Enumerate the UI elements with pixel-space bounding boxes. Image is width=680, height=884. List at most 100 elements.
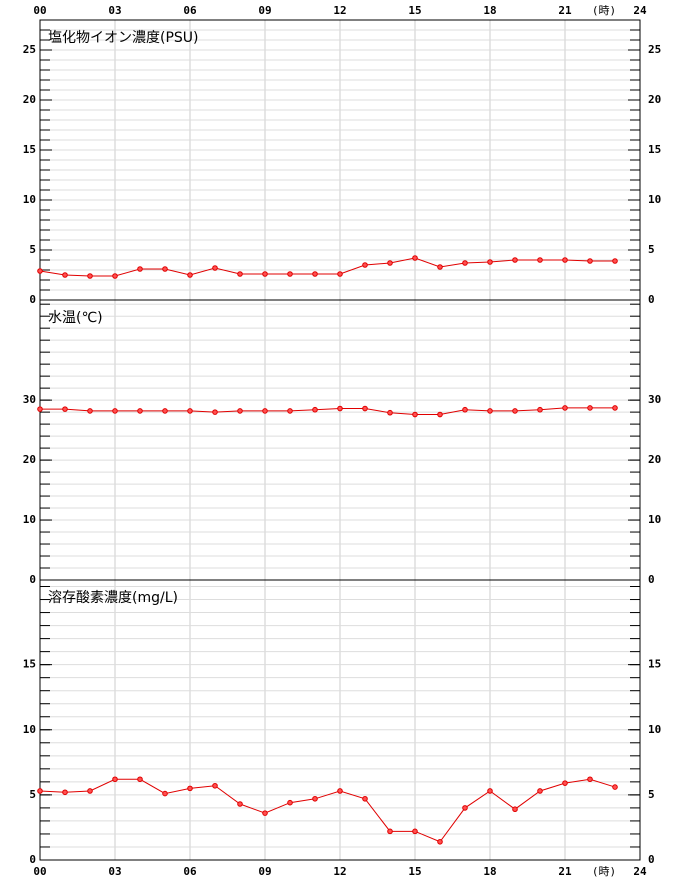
data-point <box>462 406 468 413</box>
data-point <box>587 776 593 783</box>
data-point <box>287 271 293 277</box>
data-point <box>487 408 493 414</box>
data-point <box>187 408 193 414</box>
data-line <box>39 778 616 843</box>
y-tick-label: 15 <box>648 143 661 156</box>
data-point <box>87 788 93 794</box>
y-tick-label: 5 <box>29 788 36 801</box>
data-point <box>462 805 468 811</box>
data-point <box>212 409 218 415</box>
data-point <box>287 408 293 414</box>
x-tick-label: 06 <box>183 4 197 17</box>
data-point <box>112 273 118 279</box>
data-point <box>487 259 493 265</box>
y-tick-label: 0 <box>648 853 655 866</box>
data-point <box>162 266 168 272</box>
data-point <box>612 405 618 411</box>
data-point <box>437 264 443 270</box>
y-tick-label: 25 <box>648 43 661 56</box>
data-point <box>562 780 568 786</box>
data-point <box>112 776 118 783</box>
panel-frame <box>39 579 641 861</box>
data-point <box>562 257 568 263</box>
data-point <box>512 408 518 414</box>
x-tick-label: 24 <box>633 865 647 878</box>
data-point <box>287 799 293 806</box>
data-point <box>337 405 343 412</box>
data-point <box>537 788 543 794</box>
y-tick-label: 20 <box>23 453 36 466</box>
x-tick-label: 24 <box>633 4 647 17</box>
data-line <box>39 257 615 277</box>
data-point <box>162 790 168 797</box>
data-point <box>237 271 243 277</box>
data-point <box>62 406 68 412</box>
data-point <box>137 408 143 414</box>
data-point <box>512 257 518 263</box>
panel-title: 塩化物イオン濃度(PSU) <box>48 30 199 46</box>
data-point <box>512 806 518 813</box>
data-point <box>412 411 418 418</box>
data-point <box>337 271 343 277</box>
data-point <box>312 795 318 802</box>
data-point <box>587 405 593 411</box>
data-point <box>237 408 243 414</box>
y-tick-label: 20 <box>648 93 661 106</box>
panel-title: 水温(℃) <box>48 310 103 326</box>
data-point <box>337 788 343 794</box>
data-line <box>40 407 615 416</box>
x-tick-label: 09 <box>258 865 271 878</box>
data-point <box>312 271 318 277</box>
y-tick-label: 0 <box>29 293 36 306</box>
y-tick-label: 0 <box>29 573 36 586</box>
data-point <box>87 273 93 279</box>
data-point <box>262 408 268 414</box>
data-point <box>262 810 268 816</box>
x-tick-label: 00 <box>33 4 46 17</box>
data-point <box>212 782 218 789</box>
data-point <box>537 257 543 263</box>
data-point <box>62 272 68 278</box>
data-point <box>412 828 418 835</box>
data-point <box>37 788 43 794</box>
data-point <box>112 408 118 414</box>
data-point <box>612 258 618 264</box>
y-tick-label: 30 <box>23 393 36 406</box>
data-point <box>312 406 318 413</box>
data-point <box>387 260 393 266</box>
data-point <box>387 409 393 416</box>
x-tick-label: 12 <box>333 4 346 17</box>
x-tick-label: 21 <box>558 4 572 17</box>
data-point <box>62 789 68 796</box>
y-tick-label: 15 <box>648 658 661 671</box>
data-point <box>262 271 268 277</box>
x-tick-label: 21 <box>558 865 572 878</box>
x-tick-label: 03 <box>108 4 121 17</box>
data-point <box>362 405 368 412</box>
data-point <box>537 406 543 413</box>
data-point <box>562 405 568 411</box>
data-point <box>212 265 218 271</box>
x-tick-label: 03 <box>108 865 121 878</box>
x-tick-label: 18 <box>483 4 496 17</box>
panel-title: 溶存酸素濃度(mg/L) <box>48 590 178 606</box>
data-point <box>612 784 618 790</box>
data-point <box>162 408 168 414</box>
y-tick-label: 30 <box>648 393 661 406</box>
data-point <box>362 262 368 268</box>
data-point <box>362 795 368 802</box>
y-tick-label: 5 <box>29 243 36 256</box>
x-unit: (時) <box>592 4 616 17</box>
y-tick-label: 10 <box>648 513 661 526</box>
y-tick-label: 5 <box>648 788 655 801</box>
data-point <box>462 260 468 266</box>
data-point <box>237 801 243 807</box>
y-tick-label: 15 <box>23 658 36 671</box>
y-tick-label: 10 <box>648 723 661 736</box>
data-point <box>187 785 193 792</box>
data-point <box>137 776 143 783</box>
data-point <box>487 788 493 794</box>
data-point <box>37 406 43 412</box>
data-point <box>437 838 443 845</box>
